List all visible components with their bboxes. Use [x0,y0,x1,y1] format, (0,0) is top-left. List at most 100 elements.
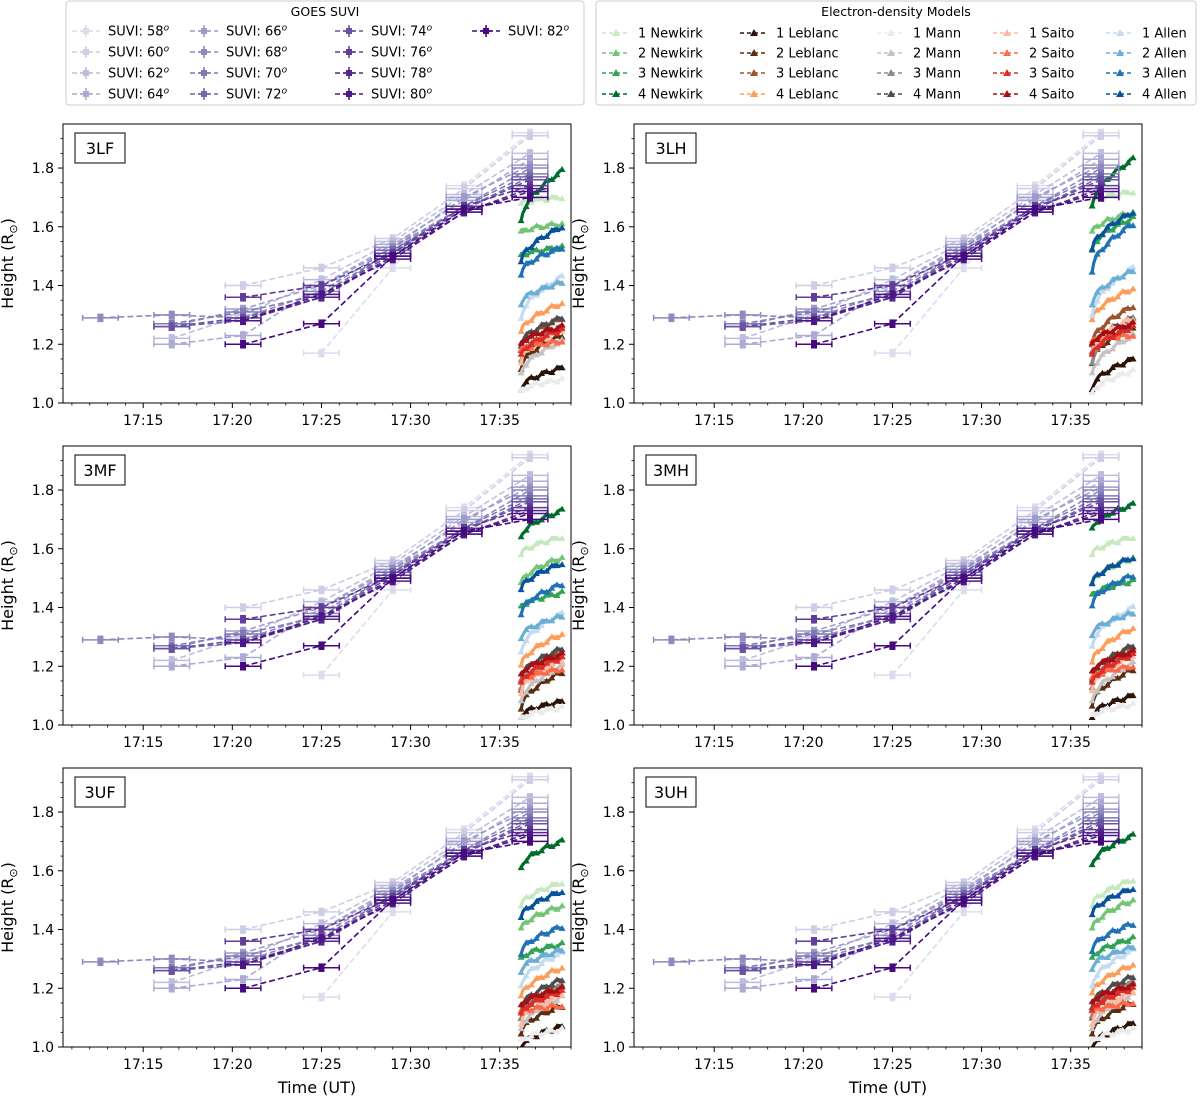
suvi-marker [668,314,675,321]
suvi-marker [1098,516,1105,523]
suvi-marker [461,516,468,523]
model-marker [1109,636,1117,643]
model-marker [1109,1026,1117,1033]
model-marker [548,942,556,949]
model-marker [532,684,540,691]
suvi-marker [318,926,325,933]
suvi-marker [527,800,534,807]
model-marker [1114,334,1122,341]
model-marker [543,222,551,229]
model-marker [538,947,546,954]
suvi-marker [739,341,746,348]
x-tick-label: 17:20 [212,1057,252,1073]
suvi-data-point [81,635,120,645]
model-marker [543,983,551,990]
suvi-marker [318,935,325,942]
suvi-data-point [224,603,262,612]
model-marker [548,584,556,591]
model-marker [1103,953,1111,960]
model-marker [553,364,561,371]
suvi-series-line [742,817,1102,969]
model-marker [538,588,546,595]
model-marker [548,343,556,350]
plot-area [81,128,566,393]
suvi-legend-item: SUVI: 80o [335,87,433,103]
plot-area [81,450,566,721]
model-marker [1129,624,1137,631]
model-marker [1093,623,1101,630]
model-marker [522,672,530,679]
model-curve [1090,224,1134,273]
suvi-marker [318,350,325,357]
model-legend-item: 1 Mann [877,27,961,42]
model-marker [548,881,556,888]
suvi-marker [811,663,818,670]
suvi-series-line [742,501,1102,650]
legend-marker-triangle [1003,29,1011,36]
suvi-marker [811,317,818,324]
suvi-legend-item: SUVI: 60o [72,45,170,61]
model-marker [558,321,566,328]
model-marker [517,258,525,265]
model-marker [1124,333,1132,340]
suvi-marker [168,645,175,652]
model-marker [538,675,546,682]
y-tick-label: 1.6 [603,220,625,236]
model-marker [527,293,535,300]
model-marker [1109,666,1117,673]
suvi-marker [461,850,468,857]
model-marker [1124,1028,1132,1035]
model-marker [558,947,566,954]
y-tick-label: 1.4 [32,279,54,295]
panel-label-box [74,132,126,164]
model-legend-label: 3 Mann [913,67,961,82]
suvi-marker [527,498,534,505]
suvi-data-point [374,895,412,905]
suvi-marker [461,528,468,535]
model-marker [543,617,551,624]
model-marker [1124,937,1132,944]
model-marker [1124,580,1132,587]
model-marker [543,1009,551,1016]
suvi-marker [461,838,468,845]
model-marker [527,687,535,694]
model-marker [543,842,551,849]
model-marker [1093,631,1101,638]
panel-label-text: 3MF [83,461,116,480]
model-marker [1093,956,1101,963]
suvi-data-point [1082,453,1120,463]
model-marker [1093,326,1101,333]
suvi-marker [318,598,325,605]
models-legend-entries: 1 Newkirk 2 Newkirk 3 Newkirk 4 Newkirk 1 Le… [602,27,1187,103]
model-marker [543,539,551,546]
model-marker [1119,338,1127,345]
model-marker [558,964,566,971]
suvi-series-line [171,173,531,325]
model-marker [1114,968,1122,975]
model-marker [532,379,540,386]
suvi-data-point [153,310,191,320]
model-marker [1109,376,1117,383]
model-marker [1103,620,1111,627]
model-marker [553,509,561,516]
model-marker [517,705,525,712]
model-marker [543,999,551,1006]
model-marker [532,593,540,600]
model-marker [548,904,556,911]
model-marker [522,713,530,720]
legend-marker-triangle [750,69,758,76]
model-marker [1109,883,1117,890]
suvi-series-line [742,179,1102,328]
model-marker [1114,984,1122,991]
model-marker [1088,658,1096,665]
model-marker [553,302,561,309]
suvi-marker [527,156,534,163]
model-marker [517,611,525,618]
suvi-series-line [742,480,1102,668]
model-marker [558,986,566,993]
model-marker [522,385,530,392]
model-marker [1114,702,1122,709]
suvi-legend-item: SUVI: 72o [190,87,288,103]
model-legend-item: 2 Saito [993,47,1074,62]
model-marker [1114,1027,1122,1034]
